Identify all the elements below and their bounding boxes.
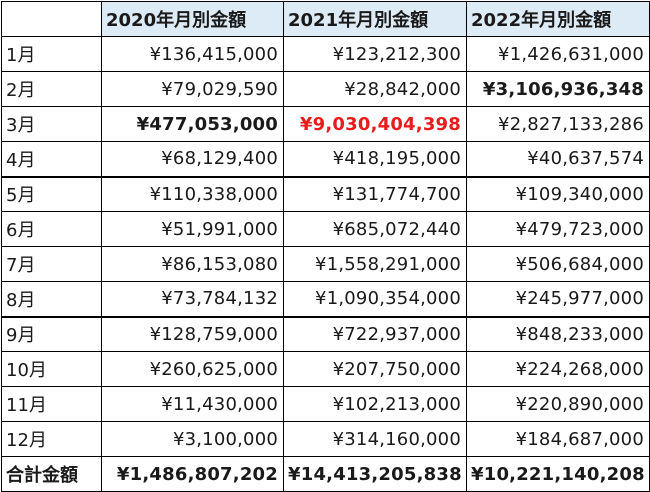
month-cell[interactable]: 7月: [1, 246, 102, 282]
table-row: 12月 ¥3,100,000 ¥314,160,000 ¥184,687,000: [1, 421, 650, 457]
amount-2021-cell[interactable]: ¥123,212,300: [283, 36, 467, 72]
amount-2022-cell[interactable]: ¥109,340,000: [466, 175, 650, 212]
amount-2022-cell[interactable]: ¥40,637,574: [466, 141, 650, 177]
total-2022-cell[interactable]: ¥10,221,140,208: [466, 456, 650, 492]
table-row: 10月 ¥260,625,000 ¥207,750,000 ¥224,268,0…: [1, 351, 650, 387]
amount-2022-cell[interactable]: ¥1,426,631,000: [466, 36, 650, 72]
amount-2020-cell[interactable]: ¥73,784,132: [101, 281, 284, 317]
month-cell[interactable]: 8月: [1, 281, 102, 317]
table-row: 6月 ¥51,991,000 ¥685,072,440 ¥479,723,000: [1, 211, 650, 247]
header-row: 2020年月別金額 2021年月別金額 2022年月別金額: [1, 1, 650, 37]
amount-2021-cell[interactable]: ¥722,937,000: [283, 315, 467, 352]
amount-2021-cell[interactable]: ¥28,842,000: [283, 71, 467, 107]
amount-2020-cell[interactable]: ¥136,415,000: [101, 36, 284, 72]
header-2020[interactable]: 2020年月別金額: [101, 1, 284, 37]
header-2022[interactable]: 2022年月別金額: [466, 1, 650, 37]
month-cell[interactable]: 5月: [1, 175, 102, 212]
amount-2021-cell[interactable]: ¥1,558,291,000: [283, 246, 467, 282]
total-label-cell[interactable]: 合計金額: [1, 456, 102, 492]
table-row: 9月 ¥128,759,000 ¥722,937,000 ¥848,233,00…: [1, 315, 650, 352]
table-row: 8月 ¥73,784,132 ¥1,090,354,000 ¥245,977,0…: [1, 281, 650, 317]
table-row: 5月 ¥110,338,000 ¥131,774,700 ¥109,340,00…: [1, 175, 650, 212]
amount-2021-cell[interactable]: ¥131,774,700: [283, 175, 467, 212]
month-cell[interactable]: 4月: [1, 141, 102, 177]
month-cell[interactable]: 9月: [1, 315, 102, 352]
amount-2020-cell[interactable]: ¥79,029,590: [101, 71, 284, 107]
amount-2022-cell[interactable]: ¥245,977,000: [466, 281, 650, 317]
amount-2022-cell-max[interactable]: ¥3,106,936,348: [466, 71, 650, 107]
amount-2022-cell[interactable]: ¥479,723,000: [466, 211, 650, 247]
table-row: 3月 ¥477,053,000 ¥9,030,404,398 ¥2,827,13…: [1, 106, 650, 142]
month-cell[interactable]: 10月: [1, 351, 102, 387]
amount-2021-cell[interactable]: ¥102,213,000: [283, 386, 467, 422]
amount-2022-cell[interactable]: ¥220,890,000: [466, 386, 650, 422]
amount-2021-cell[interactable]: ¥207,750,000: [283, 351, 467, 387]
amount-2020-cell[interactable]: ¥11,430,000: [101, 386, 284, 422]
amount-2022-cell[interactable]: ¥184,687,000: [466, 421, 650, 457]
amount-2020-cell[interactable]: ¥86,153,080: [101, 246, 284, 282]
month-cell[interactable]: 11月: [1, 386, 102, 422]
table-row: 2月 ¥79,029,590 ¥28,842,000 ¥3,106,936,34…: [1, 71, 650, 107]
header-corner-cell[interactable]: [1, 1, 102, 37]
total-2021-cell[interactable]: ¥14,413,205,838: [283, 456, 467, 492]
amount-2021-cell[interactable]: ¥685,072,440: [283, 211, 467, 247]
month-cell[interactable]: 1月: [1, 36, 102, 72]
amount-2020-cell[interactable]: ¥260,625,000: [101, 351, 284, 387]
amount-2021-cell[interactable]: ¥314,160,000: [283, 421, 467, 457]
total-2020-cell[interactable]: ¥1,486,807,202: [101, 456, 284, 492]
amount-2022-cell[interactable]: ¥506,684,000: [466, 246, 650, 282]
amount-2020-cell[interactable]: ¥68,129,400: [101, 141, 284, 177]
amount-2022-cell[interactable]: ¥848,233,000: [466, 315, 650, 352]
amount-2020-cell[interactable]: ¥110,338,000: [101, 175, 284, 212]
amount-2020-cell[interactable]: ¥51,991,000: [101, 211, 284, 247]
table-row: 1月 ¥136,415,000 ¥123,212,300 ¥1,426,631,…: [1, 36, 650, 72]
month-cell[interactable]: 3月: [1, 106, 102, 142]
amount-2020-cell[interactable]: ¥128,759,000: [101, 315, 284, 352]
amount-2022-cell[interactable]: ¥2,827,133,286: [466, 106, 650, 142]
amount-2021-cell[interactable]: ¥418,195,000: [283, 141, 467, 177]
amount-2021-cell-max[interactable]: ¥9,030,404,398: [283, 106, 467, 142]
header-2021[interactable]: 2021年月別金額: [283, 1, 467, 37]
table-row: 7月 ¥86,153,080 ¥1,558,291,000 ¥506,684,0…: [1, 246, 650, 282]
month-cell[interactable]: 2月: [1, 71, 102, 107]
month-cell[interactable]: 6月: [1, 211, 102, 247]
amount-2022-cell[interactable]: ¥224,268,000: [466, 351, 650, 387]
amount-2020-cell-max[interactable]: ¥477,053,000: [101, 106, 284, 142]
month-cell[interactable]: 12月: [1, 421, 102, 457]
table-row: 11月 ¥11,430,000 ¥102,213,000 ¥220,890,00…: [1, 386, 650, 422]
amount-2020-cell[interactable]: ¥3,100,000: [101, 421, 284, 457]
amount-2021-cell[interactable]: ¥1,090,354,000: [283, 281, 467, 317]
total-row: 合計金額 ¥1,486,807,202 ¥14,413,205,838 ¥10,…: [1, 456, 650, 492]
table-row: 4月 ¥68,129,400 ¥418,195,000 ¥40,637,574: [1, 141, 650, 177]
